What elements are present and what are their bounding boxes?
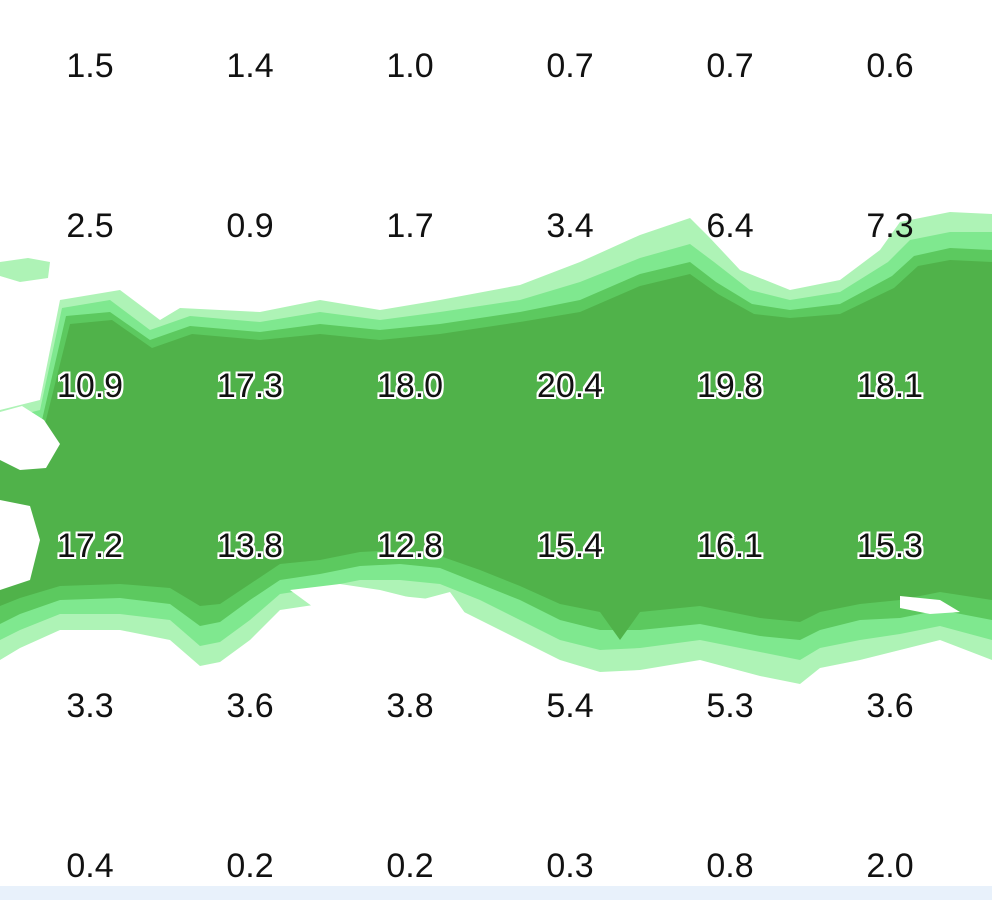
grid-value-r3-c1: 10.9 xyxy=(56,367,124,405)
coastal-inlet-south xyxy=(290,584,960,640)
grid-value-r1-c1: 1.5 xyxy=(66,47,114,85)
grid-value-r6-c3: 0.2 xyxy=(386,847,434,885)
grid-value-r2-c6: 7.3 xyxy=(866,207,914,245)
coverage-band-core xyxy=(0,260,992,640)
grid-value-r3-c2: 17.3 xyxy=(216,367,284,405)
grid-value-r2-c1: 2.5 xyxy=(66,207,114,245)
grid-value-r4-c2: 13.8 xyxy=(216,527,284,565)
grid-value-r4-c1: 17.2 xyxy=(56,527,124,565)
coastal-inlet-west xyxy=(0,406,60,590)
grid-value-r5-c5: 5.3 xyxy=(706,687,754,725)
grid-value-r6-c4: 0.3 xyxy=(546,847,594,885)
grid-value-r6-c1: 0.4 xyxy=(66,847,114,885)
grid-value-r2-c2: 0.9 xyxy=(226,207,274,245)
grid-value-r3-c3: 18.0 xyxy=(376,367,444,405)
bottom-scroll-strip xyxy=(0,886,992,900)
grid-value-r1-c5: 0.7 xyxy=(706,47,754,85)
grid-value-r3-c5: 19.8 xyxy=(696,367,764,405)
grid-value-r1-c3: 1.0 xyxy=(386,47,434,85)
grid-value-r6-c2: 0.2 xyxy=(226,847,274,885)
grid-value-r4-c5: 16.1 xyxy=(696,527,764,565)
grid-value-r5-c2: 3.6 xyxy=(226,687,274,725)
grid-value-r5-c1: 3.3 xyxy=(66,687,114,725)
grid-value-r5-c4: 5.4 xyxy=(546,687,594,725)
grid-value-r4-c4: 15.4 xyxy=(536,527,604,565)
grid-value-r1-c2: 1.4 xyxy=(226,47,274,85)
grid-value-r2-c5: 6.4 xyxy=(706,207,754,245)
grid-value-r6-c5: 0.8 xyxy=(706,847,754,885)
grid-value-r4-c3: 12.8 xyxy=(376,527,444,565)
grid-value-r2-c3: 1.7 xyxy=(386,207,434,245)
grid-value-r3-c4: 20.4 xyxy=(536,367,604,405)
grid-value-r1-c4: 0.7 xyxy=(546,47,594,85)
grid-value-r1-c6: 0.6 xyxy=(866,47,914,85)
grid-value-r5-c6: 3.6 xyxy=(866,687,914,725)
grid-value-r2-c4: 3.4 xyxy=(546,207,594,245)
grid-value-r3-c6: 18.1 xyxy=(856,367,924,405)
grid-value-r6-c6: 2.0 xyxy=(866,847,914,885)
grid-value-r5-c3: 3.8 xyxy=(386,687,434,725)
grid-value-r4-c6: 15.3 xyxy=(856,527,924,565)
